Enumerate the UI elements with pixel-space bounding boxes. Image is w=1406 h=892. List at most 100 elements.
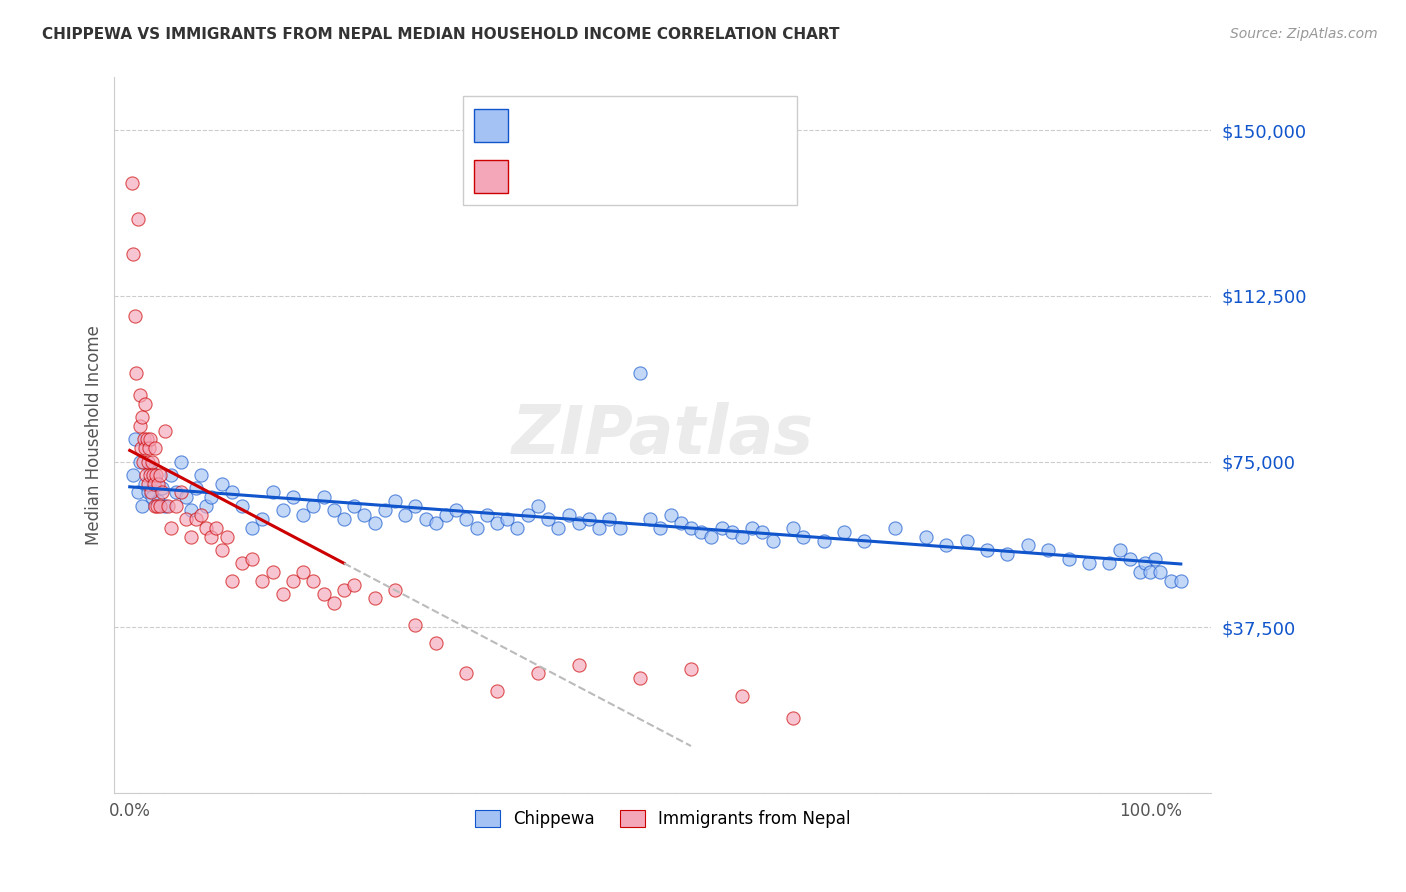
- Point: [141, 490, 163, 504]
- Point: [190, 508, 212, 522]
- Point: [1149, 565, 1171, 579]
- Point: [142, 467, 165, 482]
- Point: [141, 454, 163, 468]
- Point: [751, 525, 773, 540]
- Point: [157, 499, 180, 513]
- Point: [446, 503, 468, 517]
- Point: [1160, 574, 1182, 588]
- Point: [935, 538, 957, 552]
- Point: [832, 525, 855, 540]
- Point: [884, 521, 907, 535]
- Point: [496, 512, 519, 526]
- Point: [679, 521, 702, 535]
- Point: [404, 499, 426, 513]
- Point: [124, 309, 146, 323]
- Point: [134, 476, 156, 491]
- Point: [131, 410, 153, 425]
- Point: [132, 454, 155, 468]
- Point: [1057, 551, 1080, 566]
- Point: [281, 490, 304, 504]
- Point: [124, 433, 146, 447]
- Point: [200, 490, 222, 504]
- Point: [578, 512, 600, 526]
- Point: [394, 508, 416, 522]
- Point: [782, 521, 804, 535]
- Point: [598, 512, 620, 526]
- Point: [136, 433, 159, 447]
- Point: [1078, 556, 1101, 570]
- Point: [628, 366, 651, 380]
- Point: [139, 433, 162, 447]
- Point: [127, 485, 149, 500]
- Point: [281, 574, 304, 588]
- Point: [609, 521, 631, 535]
- Point: [475, 508, 498, 522]
- Point: [131, 499, 153, 513]
- Point: [486, 684, 509, 698]
- Point: [456, 512, 478, 526]
- Point: [135, 467, 157, 482]
- Point: [271, 587, 294, 601]
- Legend: Chippewa, Immigrants from Nepal: Chippewa, Immigrants from Nepal: [468, 803, 858, 834]
- Point: [174, 512, 197, 526]
- Point: [252, 512, 274, 526]
- Point: [741, 521, 763, 535]
- Point: [211, 476, 233, 491]
- Point: [143, 442, 166, 456]
- Point: [588, 521, 610, 535]
- Point: [139, 467, 162, 482]
- Point: [125, 366, 148, 380]
- Point: [184, 512, 207, 526]
- Point: [200, 530, 222, 544]
- Point: [165, 499, 187, 513]
- Point: [312, 490, 335, 504]
- Point: [384, 582, 406, 597]
- Point: [174, 490, 197, 504]
- Y-axis label: Median Household Income: Median Household Income: [86, 325, 103, 545]
- Point: [292, 565, 315, 579]
- Point: [134, 442, 156, 456]
- Point: [221, 485, 243, 500]
- Point: [165, 485, 187, 500]
- Point: [1098, 556, 1121, 570]
- Point: [322, 503, 344, 517]
- Point: [976, 542, 998, 557]
- Point: [121, 177, 143, 191]
- Point: [638, 512, 661, 526]
- Point: [221, 574, 243, 588]
- Point: [762, 534, 785, 549]
- Point: [1036, 542, 1059, 557]
- Point: [1170, 574, 1192, 588]
- Point: [333, 512, 356, 526]
- Point: [150, 485, 173, 500]
- Point: [231, 499, 253, 513]
- Point: [731, 689, 754, 703]
- Point: [129, 442, 152, 456]
- Point: [516, 508, 538, 522]
- Point: [143, 476, 166, 491]
- Point: [1017, 538, 1039, 552]
- Point: [425, 516, 447, 531]
- Point: [353, 508, 375, 522]
- Point: [141, 485, 163, 500]
- Point: [914, 530, 936, 544]
- Point: [813, 534, 835, 549]
- Point: [363, 516, 385, 531]
- Point: [374, 503, 396, 517]
- Point: [1139, 565, 1161, 579]
- Point: [302, 499, 325, 513]
- Point: [190, 467, 212, 482]
- Point: [547, 521, 569, 535]
- Point: [568, 516, 591, 531]
- Point: [853, 534, 876, 549]
- Point: [146, 499, 169, 513]
- Point: [143, 472, 166, 486]
- Point: [720, 525, 742, 540]
- Point: [557, 508, 579, 522]
- Point: [262, 485, 284, 500]
- Point: [995, 547, 1018, 561]
- Point: [149, 467, 172, 482]
- Point: [343, 578, 366, 592]
- Point: [159, 467, 181, 482]
- Point: [148, 476, 170, 491]
